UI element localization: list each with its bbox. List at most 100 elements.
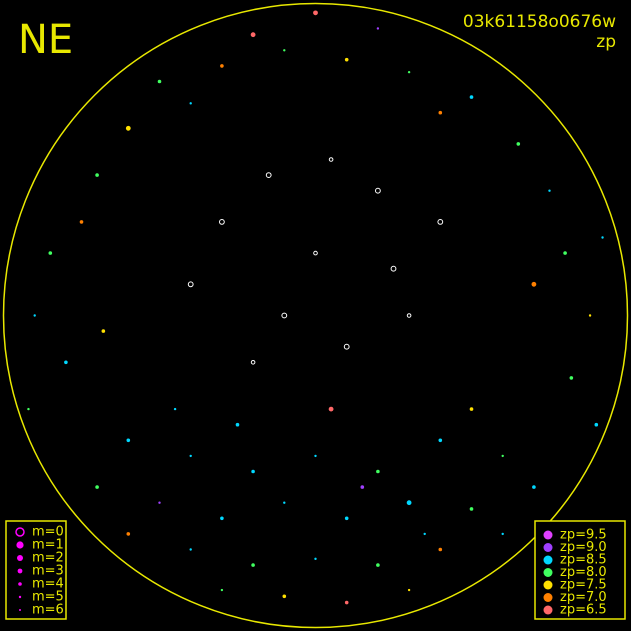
size-legend-marker <box>19 609 21 611</box>
star <box>173 407 177 411</box>
star <box>594 422 599 427</box>
star <box>344 516 349 521</box>
color-legend-marker <box>543 530 553 540</box>
star <box>328 157 334 162</box>
star <box>314 557 317 561</box>
star <box>438 547 443 552</box>
size-legend-marker <box>17 568 23 574</box>
size-legend-box <box>5 520 67 620</box>
color-legend-label: zp=8.5 <box>560 553 607 568</box>
star <box>250 360 256 365</box>
color-legend-marker <box>543 568 553 577</box>
star <box>189 454 192 458</box>
size-legend-label: m=4 <box>32 577 64 592</box>
star <box>126 532 131 536</box>
color-legend-marker <box>543 555 553 565</box>
star <box>314 454 317 458</box>
star <box>601 236 604 239</box>
star <box>469 95 474 99</box>
star <box>95 173 99 177</box>
star <box>189 102 192 105</box>
color-legend-label: zp=7.5 <box>560 578 607 593</box>
star <box>281 312 288 319</box>
star <box>189 548 192 551</box>
star <box>501 454 504 458</box>
size-legend-marker <box>16 541 24 549</box>
size-legend-label: m=1 <box>32 538 64 553</box>
star <box>423 532 426 536</box>
color-legend-marker <box>543 593 553 602</box>
star <box>220 516 224 521</box>
size-legend-label: m=6 <box>32 603 64 618</box>
star <box>250 32 256 38</box>
star <box>563 251 567 255</box>
star <box>531 281 537 287</box>
star <box>407 70 411 74</box>
size-legend-marker <box>18 582 22 586</box>
star <box>157 79 162 84</box>
color-legend-label: zp=7.0 <box>560 590 607 605</box>
star <box>588 314 592 317</box>
star <box>265 172 272 179</box>
star <box>126 438 131 443</box>
size-legend-label: m=2 <box>32 551 64 566</box>
star <box>219 219 225 225</box>
chart-label: zp <box>596 32 616 52</box>
star <box>390 265 397 272</box>
star <box>33 314 36 317</box>
star <box>283 49 286 52</box>
star <box>343 343 350 350</box>
star <box>220 588 224 592</box>
color-legend-marker <box>543 580 553 590</box>
star <box>283 501 286 504</box>
star <box>516 142 521 146</box>
size-legend-marker <box>17 555 23 561</box>
chart-title: NE <box>18 17 73 63</box>
star <box>438 110 443 115</box>
star <box>376 563 380 567</box>
star <box>251 563 255 567</box>
star <box>27 407 30 411</box>
star <box>158 501 161 504</box>
star <box>375 187 381 194</box>
star <box>406 313 412 318</box>
chart-subtitle: 03k61158o0676w <box>463 12 616 32</box>
star <box>344 57 349 62</box>
star <box>548 189 551 192</box>
size-legend-label: m=3 <box>32 564 64 579</box>
star <box>438 438 443 443</box>
star <box>313 250 318 256</box>
star <box>48 251 53 255</box>
star <box>376 27 380 30</box>
star <box>79 220 84 224</box>
star <box>282 594 287 599</box>
star <box>376 469 380 474</box>
star <box>313 10 318 16</box>
color-legend-label: zp=9.0 <box>560 540 607 555</box>
star <box>344 600 349 605</box>
star <box>501 532 504 536</box>
size-legend-marker <box>15 527 25 537</box>
star <box>64 360 68 365</box>
star <box>101 329 106 333</box>
color-legend-label: zp=9.5 <box>560 528 607 543</box>
star <box>406 500 412 506</box>
color-legend-label: zp=8.0 <box>560 565 607 580</box>
star <box>251 469 255 474</box>
star <box>360 485 365 489</box>
color-legend-label: zp=6.5 <box>560 603 607 618</box>
star <box>532 485 536 489</box>
size-legend-label: m=0 <box>32 525 64 540</box>
color-legend-marker <box>543 605 553 615</box>
star <box>569 376 574 380</box>
star <box>125 125 131 131</box>
star <box>328 406 334 412</box>
size-legend-label: m=5 <box>32 590 64 605</box>
star <box>95 485 99 489</box>
star <box>220 64 224 68</box>
star <box>469 507 474 511</box>
